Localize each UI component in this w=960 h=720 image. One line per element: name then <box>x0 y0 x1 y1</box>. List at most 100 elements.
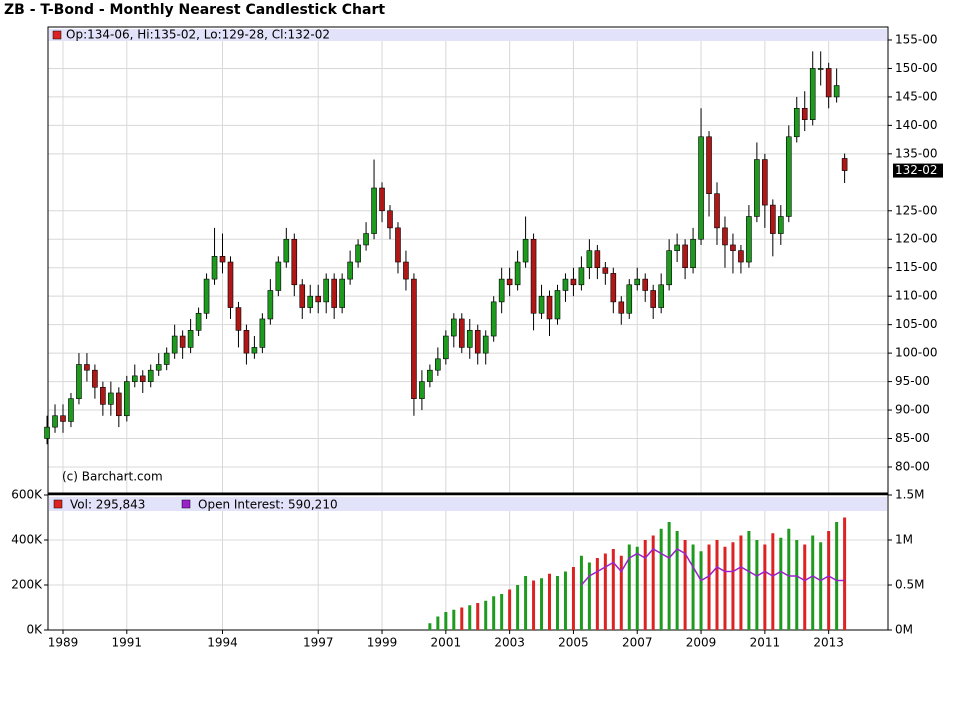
candle-body <box>363 233 369 246</box>
x-tick-label: 2009 <box>686 636 717 650</box>
candle-body <box>841 158 848 171</box>
y-tick-label: 135-00 <box>895 146 938 160</box>
y-tick-label: 85-00 <box>895 431 930 445</box>
legend-swatch <box>181 499 191 509</box>
x-tick-label: 2011 <box>750 636 781 650</box>
y-tick-label: 125-00 <box>895 203 938 217</box>
volume-bar <box>835 522 839 630</box>
y2-tick-label: 0.5M <box>895 578 924 592</box>
candle-body <box>347 261 353 280</box>
last-price-label: 132-02 <box>895 163 938 177</box>
candle-body <box>809 68 816 120</box>
volume-bar <box>699 551 703 630</box>
chart-title: ZB - T-Bond - Monthly Nearest Candlestic… <box>4 2 385 18</box>
y-tick-label: 150-00 <box>895 61 938 75</box>
candle-body <box>323 278 329 303</box>
volume-bar <box>771 533 775 630</box>
volume-bar <box>627 544 631 630</box>
candle-body <box>243 330 250 354</box>
candle-body <box>801 108 808 120</box>
volume-bar <box>667 522 671 630</box>
volume-bar <box>683 540 687 630</box>
candle-body <box>76 364 82 399</box>
volume-bar <box>643 540 647 630</box>
candle-body <box>116 392 122 417</box>
candle-body <box>403 261 409 280</box>
candle-body <box>267 290 274 320</box>
candle-body <box>793 108 800 138</box>
volume-bar <box>763 544 767 630</box>
candle-body <box>482 335 489 354</box>
candle-body <box>315 295 322 303</box>
y-tick-label: 105-00 <box>895 317 938 331</box>
candle-body <box>139 375 146 382</box>
legend-label: Open Interest: 590,210 <box>198 498 338 512</box>
candle-body <box>131 375 138 382</box>
candle-body <box>785 136 792 217</box>
candle-body <box>227 261 234 308</box>
y-tick-label: 120-00 <box>895 232 938 246</box>
y-tick-label: 115-00 <box>895 260 938 274</box>
volume-bar <box>452 609 456 630</box>
y2-tick-label: 0M <box>895 623 913 637</box>
candle-body <box>331 278 337 308</box>
y-tick-label: 95-00 <box>895 374 930 388</box>
candle-body <box>283 238 290 263</box>
candle-body <box>60 415 66 422</box>
candle-body <box>123 381 130 417</box>
volume-bar <box>587 562 591 630</box>
volume-bar <box>603 553 607 630</box>
candle-body <box>339 278 345 308</box>
candle-body <box>355 244 361 263</box>
volume-bar <box>731 542 735 630</box>
x-tick-label: 2005 <box>558 636 589 650</box>
x-tick-label: 1999 <box>367 636 398 650</box>
volume-bar <box>827 531 831 630</box>
legend-label: Vol: 295,843 <box>70 498 145 512</box>
candle-body <box>275 261 282 291</box>
candle-body <box>682 244 688 269</box>
volume-bar <box>611 549 615 630</box>
candle-body <box>68 398 74 422</box>
volume-bar <box>675 531 679 630</box>
volume-bar <box>755 540 759 630</box>
y-tick-label: 145-00 <box>895 89 938 103</box>
candle-body <box>147 369 154 382</box>
copyright: (c) Barchart.com <box>62 470 163 484</box>
volume-bar <box>619 555 623 630</box>
candle-body <box>714 193 720 229</box>
candle-body <box>187 330 194 348</box>
candle-body <box>666 250 672 286</box>
y-tick-label: 110-00 <box>895 289 938 303</box>
legend-swatch <box>52 30 62 40</box>
candle-body <box>506 278 513 286</box>
y-tick-label: 90-00 <box>895 403 930 417</box>
x-tick-label: 1994 <box>207 636 238 650</box>
candle-body <box>371 187 377 234</box>
candle-body <box>52 415 58 428</box>
x-tick-label: 2001 <box>431 636 462 650</box>
candle-body <box>474 330 481 354</box>
candle-body <box>490 301 497 337</box>
volume-bar <box>691 544 695 630</box>
candle-body <box>530 238 537 314</box>
candle-body <box>586 250 593 269</box>
volume-bar <box>436 616 440 630</box>
candle-body <box>299 284 306 308</box>
candle-body <box>674 244 680 251</box>
candle-body <box>155 364 162 371</box>
candle-body <box>219 256 226 263</box>
y-tick-label: 400K <box>11 533 43 547</box>
candle-body <box>498 278 505 303</box>
legend-swatch <box>53 499 63 509</box>
volume-bar <box>532 580 536 630</box>
volume-bar <box>468 605 472 630</box>
volume-legend-band <box>49 497 887 511</box>
candle-body <box>825 68 832 98</box>
candle-body <box>411 278 417 399</box>
candle-body <box>307 295 314 308</box>
volume-bar <box>707 544 711 630</box>
